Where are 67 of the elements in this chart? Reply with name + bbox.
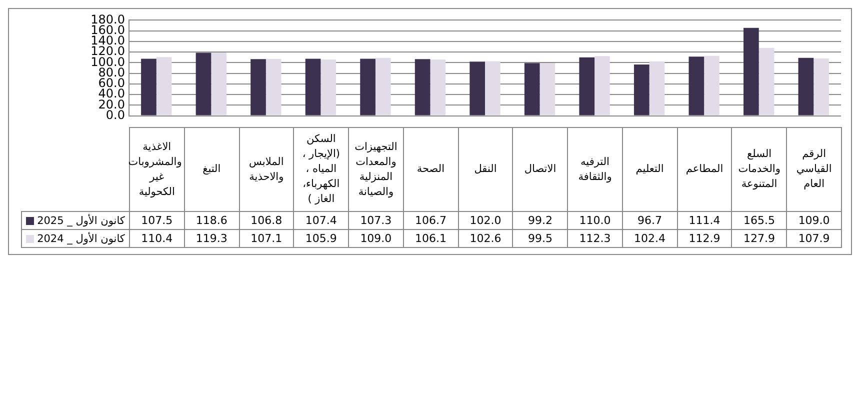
data-label: 106.1 [403,230,458,248]
bar [758,48,774,116]
bar [375,58,391,116]
data-label: 106.8 [239,212,294,230]
data-label: 96.7 [622,212,678,230]
data-label: 99.2 [512,212,568,230]
x-tick-label: المطاعم [677,128,732,212]
x-tick-label: الملابس والاحذية [239,128,294,212]
legend-label: كانون الأول _ 2025 [37,214,125,226]
data-label: 112.9 [677,230,732,248]
x-tick-label: السكن (الإيجار ، المياه ، الكهرباء، الغاز ) [294,128,349,212]
bar [196,52,212,116]
bar [579,57,595,116]
bar [485,61,500,116]
bar [320,60,336,116]
bar [250,59,266,116]
data-label: 102.4 [622,230,678,248]
x-tick-label: السلع والخدمات المتنوعة [732,128,787,212]
x-tick-label: الصحة [403,128,458,212]
data-label: 110.4 [130,230,184,248]
bar [688,56,704,116]
data-label: 107.9 [786,230,842,248]
legend-label: كانون الأول _ 2024 [37,232,125,244]
data-label: 105.9 [294,230,349,248]
data-label: 119.3 [184,230,240,248]
bar [360,58,376,116]
x-tick-label: التجهيزات والمعدات المنزلية والصيانة [348,128,404,212]
data-label: 111.4 [677,212,732,230]
x-tick-label: التبغ [184,128,240,212]
bar [634,64,650,116]
data-label: 107.4 [294,212,349,230]
data-label: 109.0 [786,212,842,230]
data-label: 118.6 [184,212,240,230]
data-label: 107.5 [130,212,184,230]
data-label: 112.3 [568,230,622,248]
bar [704,56,720,116]
data-label: 109.0 [348,230,404,248]
bar [798,58,814,116]
bar [266,58,282,116]
data-label: 110.0 [568,212,622,230]
data-label: 165.5 [732,212,787,230]
data-label: 107.3 [348,212,404,230]
bar [540,62,556,116]
data-label: 99.5 [512,230,568,248]
x-tick-label: التعليم [622,128,678,212]
bar [744,28,759,116]
bar [141,58,156,116]
x-tick-label: الترفيه والثقافة [568,128,622,212]
bar [524,63,540,116]
x-tick-label: الاغذية والمشروبات غير الكحولية [128,128,184,212]
data-label: 102.0 [458,212,513,230]
bar [814,58,829,116]
bar [594,56,610,116]
data-label: 106.7 [403,212,458,230]
data-label: 102.6 [458,230,513,248]
x-tick-label: الرقم القياسي العام [786,128,842,212]
x-tick-label: النقل [458,128,513,212]
bar [305,58,321,116]
x-tick-label: الاتصال [512,128,568,212]
data-label: 127.9 [732,230,787,248]
bar [430,59,446,116]
bar [414,59,430,116]
bar [211,52,226,116]
bar [156,57,172,116]
bar [470,62,485,116]
data-label: 107.1 [239,230,294,248]
bar [649,61,665,116]
